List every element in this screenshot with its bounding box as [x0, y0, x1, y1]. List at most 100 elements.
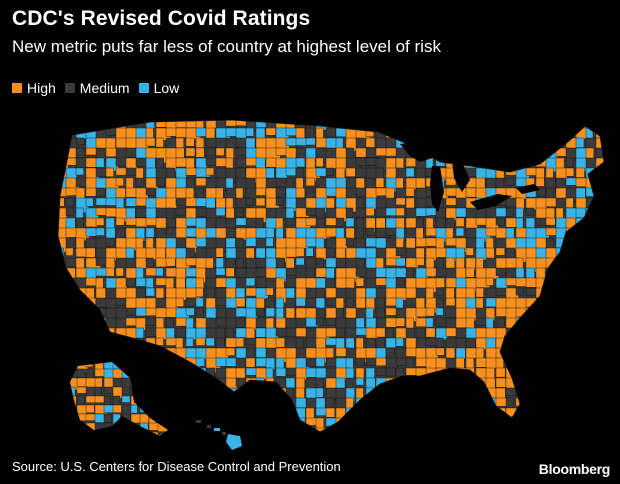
county-cell — [545, 407, 561, 421]
county-cell — [365, 427, 376, 432]
county-cell — [315, 127, 324, 140]
county-cell — [555, 327, 564, 336]
county-cell — [595, 217, 604, 226]
county-cell — [565, 317, 578, 329]
county-cell — [585, 417, 597, 429]
county-cell — [155, 137, 164, 148]
county-cell — [585, 307, 598, 319]
county-cell — [545, 297, 561, 309]
county-cell — [385, 337, 397, 349]
county-cell — [135, 387, 144, 397]
county-cell — [545, 217, 556, 226]
county-cell — [205, 367, 216, 380]
county-cell — [545, 317, 562, 333]
county-cell — [355, 397, 371, 413]
county-cell — [445, 427, 460, 432]
county-cell — [415, 407, 431, 420]
county-cell — [345, 217, 355, 228]
county-cell — [555, 367, 567, 382]
county-cell — [595, 367, 604, 378]
county-cell — [325, 227, 338, 238]
county-cell — [405, 277, 417, 289]
county-cell — [565, 427, 577, 432]
county-cell — [415, 120, 429, 133]
county-cell — [325, 127, 337, 138]
county-cell — [355, 207, 367, 218]
county-cell — [75, 237, 85, 250]
county-cell — [375, 397, 388, 406]
county-cell — [155, 177, 165, 187]
county-cell — [295, 127, 306, 139]
county-cell — [135, 357, 148, 374]
county-cell — [555, 257, 569, 273]
county-cell — [65, 237, 76, 249]
county-cell — [455, 217, 465, 227]
county-cell — [58, 357, 67, 373]
county-cell — [195, 127, 207, 137]
county-cell — [85, 362, 93, 368]
county-cell — [225, 237, 236, 248]
county-cell — [105, 257, 116, 269]
county-cell — [585, 357, 601, 370]
county-cell — [535, 407, 545, 423]
county-cell — [515, 417, 532, 432]
county-cell — [185, 427, 201, 432]
county-cell — [595, 237, 604, 252]
county-cell — [395, 237, 404, 248]
county-cell — [215, 387, 224, 401]
county-cell — [435, 407, 445, 424]
county-cell — [595, 417, 604, 432]
county-cell — [405, 127, 420, 141]
county-cell — [115, 347, 127, 361]
county-cell — [58, 347, 65, 359]
county-cell — [385, 317, 398, 328]
county-cell — [95, 347, 107, 360]
county-cell — [70, 395, 77, 407]
county-cell — [165, 197, 177, 209]
county-cell — [595, 277, 604, 287]
county-cell — [157, 404, 168, 418]
county-cell — [155, 337, 164, 346]
county-cell — [385, 120, 398, 127]
county-cell — [525, 217, 535, 229]
county-cell — [315, 377, 324, 389]
county-cell — [545, 137, 558, 151]
county-cell — [465, 377, 481, 387]
county-cell — [185, 187, 195, 199]
county-cell — [525, 327, 535, 341]
county-cell — [515, 127, 526, 136]
county-cell — [265, 427, 279, 432]
county-cell — [425, 397, 439, 407]
county-cell — [166, 404, 168, 415]
county-cell — [405, 157, 417, 167]
county-cell — [405, 187, 415, 197]
county-cell — [545, 367, 558, 379]
county-cell — [225, 227, 237, 239]
county-cell — [103, 413, 112, 423]
county-cell — [505, 227, 515, 239]
county-cell — [145, 187, 156, 196]
county-cell — [205, 377, 217, 389]
county-cell — [166, 368, 168, 381]
county-cell — [335, 257, 346, 268]
county-cell — [365, 207, 375, 217]
county-cell — [112, 413, 121, 424]
county-cell — [275, 417, 284, 428]
county-cell — [545, 397, 557, 413]
county-cell — [585, 407, 601, 418]
county-cell — [545, 127, 557, 137]
hawaii — [196, 420, 242, 450]
county-cell — [485, 120, 495, 127]
county-cell — [139, 377, 149, 386]
county-cell — [265, 397, 282, 410]
county-cell — [365, 227, 375, 236]
county-cell — [157, 413, 168, 426]
county-cell — [415, 377, 431, 388]
county-cell — [95, 227, 105, 236]
county-cell — [395, 377, 404, 387]
county-cell — [435, 287, 444, 296]
county-cell — [435, 347, 445, 356]
county-cell — [515, 397, 526, 407]
county-cell — [325, 120, 334, 128]
county-cell — [76, 413, 87, 422]
